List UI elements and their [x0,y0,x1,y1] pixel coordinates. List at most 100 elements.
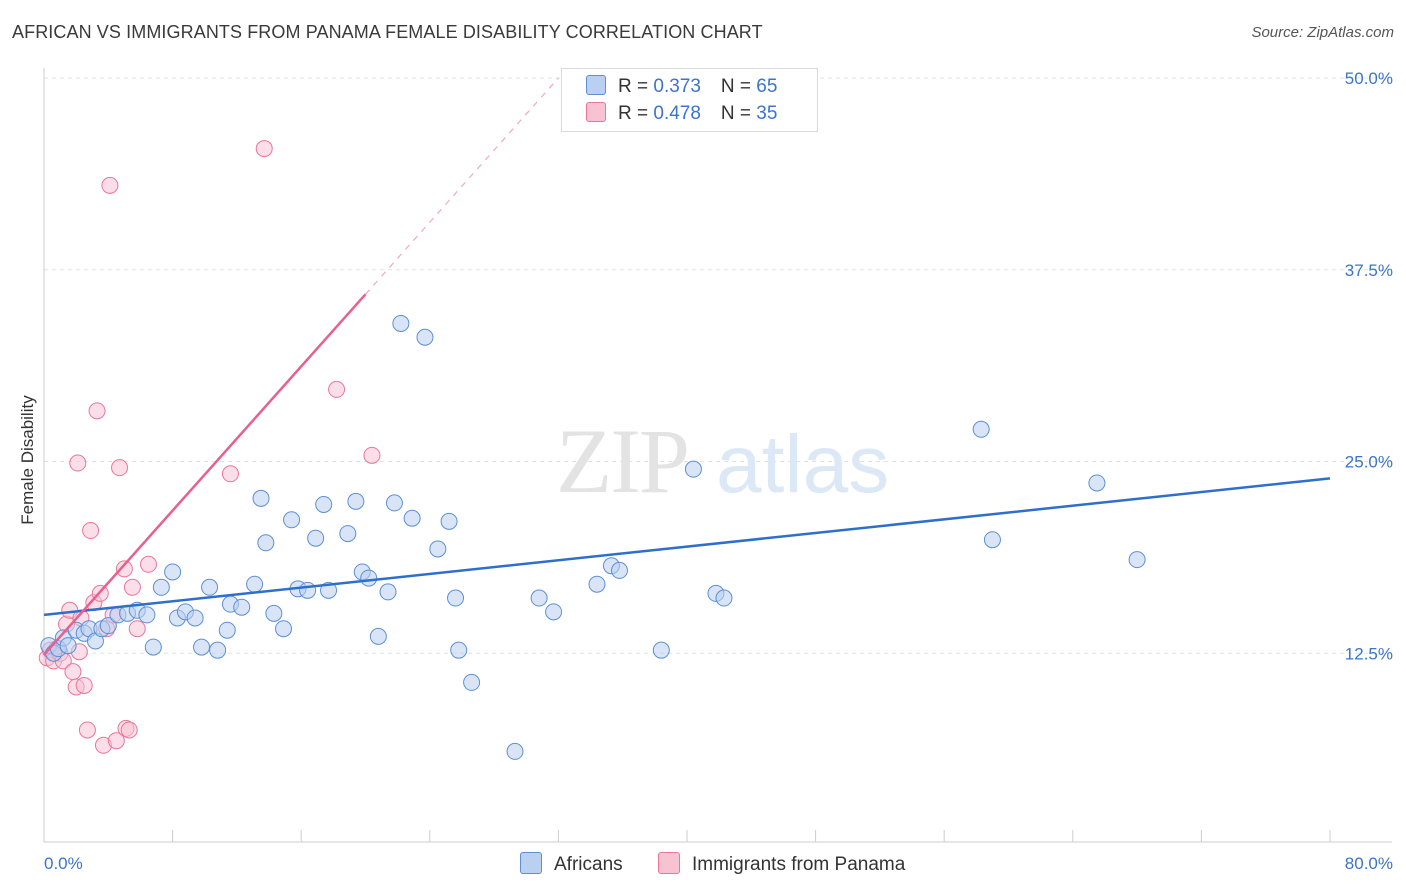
panama-point [75,676,93,694]
africans-swatch [586,75,606,95]
legend-n-label: N = [720,103,757,124]
africans-point [447,589,465,607]
africans-point [1088,474,1106,492]
africans-point [209,641,227,659]
africans-point [99,617,117,635]
africans-point [684,460,702,478]
africans-point [186,609,204,627]
watermark-atlas: atlas [716,419,889,510]
africans-point [283,511,301,529]
trend-lines [43,77,1331,656]
source-label: Source: ZipAtlas.com [1251,24,1394,41]
panama-swatch [658,852,680,874]
africans-point [392,314,410,332]
panama-point [115,560,133,578]
legend-r-value: 0.478 [653,103,701,124]
africans-point [379,583,397,601]
legend-row-panama: R = 0.478 N = 35 [586,102,777,125]
legend-n-value: 65 [756,76,778,97]
panama-point [123,578,141,596]
africans-point [369,627,387,645]
africans-point [138,606,156,624]
panama-point [64,663,82,681]
africans-point [347,492,365,510]
africans-point [265,604,283,622]
africans-point [246,575,264,593]
grid-lines [44,77,1392,654]
africans-point [275,620,293,638]
chart-title: AFRICAN VS IMMIGRANTS FROM PANAMA FEMALE… [12,22,763,42]
africans-point [403,509,421,527]
africans-point [233,598,251,616]
watermark-zip: ZIP [556,410,688,512]
legend-label-africans: Africans [554,854,623,875]
africans-point [588,575,606,593]
legend-n-label: N = [720,76,757,97]
africans-point [360,569,378,587]
legend-r-label: R = [618,103,654,124]
y-axis-label: Female Disability [18,395,37,525]
africans-point [610,561,628,579]
legend-r-label: R = [618,76,654,97]
africans-point [429,540,447,558]
africans-point [252,489,270,507]
axes [43,68,1392,843]
panama-point [69,454,87,472]
x-tick-label: 0.0% [44,854,83,873]
panama-swatch [586,102,606,122]
africans-point [530,589,548,607]
panama-point [221,465,239,483]
panama-point [82,522,100,540]
legend-item-panama: Immigrants from Panama [658,852,905,876]
panama-points [38,140,381,754]
africans-point [307,529,325,547]
watermark: ZIP atlas [556,410,889,512]
series-legend: Africans Immigrants from Panama [0,852,1406,878]
panama-trend-line [43,293,367,656]
panama-point [120,721,138,739]
panama-point [101,176,119,194]
africans-point [164,563,182,581]
x-tick-label: 80.0% [1345,854,1393,873]
legend-r-value: 0.373 [653,76,701,97]
africans-point [450,641,468,659]
panama-trend-extension [365,77,559,295]
africans-point [463,673,481,691]
legend-row-africans: R = 0.373 N = 65 [586,75,777,98]
africans-point [385,494,403,512]
africans-point [152,578,170,596]
panama-point [107,732,125,750]
y-tick-label: 25.0% [1345,453,1393,472]
panama-point [88,402,106,420]
africans-point [315,495,333,513]
africans-point [339,525,357,543]
africans-point [416,328,434,346]
legend-label-panama: Immigrants from Panama [692,854,906,875]
africans-point [201,578,219,596]
panama-point [139,555,157,573]
panama-point [328,380,346,398]
africans-point [983,531,1001,549]
africans-point [218,621,236,639]
y-tick-label: 50.0% [1345,69,1393,88]
africans-point [1128,551,1146,569]
africans-swatch [520,852,542,874]
africans-point [193,638,211,656]
correlation-legend: R = 0.373 N = 65 R = 0.478 N = 35 [561,68,818,132]
africans-point [545,603,563,621]
africans-point [440,512,458,530]
africans-point [59,637,77,655]
x-tick-labels: 0.0% 80.0% [44,854,1393,873]
africans-point [972,420,990,438]
y-tick-label: 12.5% [1345,644,1393,663]
africans-point [144,638,162,656]
panama-point [128,620,146,638]
y-tick-label: 37.5% [1345,261,1393,280]
africans-point [299,581,317,599]
y-tick-labels: 12.5% 25.0% 37.5% 50.0% [1345,69,1393,663]
panama-point [255,140,273,158]
panama-point [78,721,96,739]
legend-n-value: 35 [756,103,778,124]
legend-item-africans: Africans [520,852,623,876]
